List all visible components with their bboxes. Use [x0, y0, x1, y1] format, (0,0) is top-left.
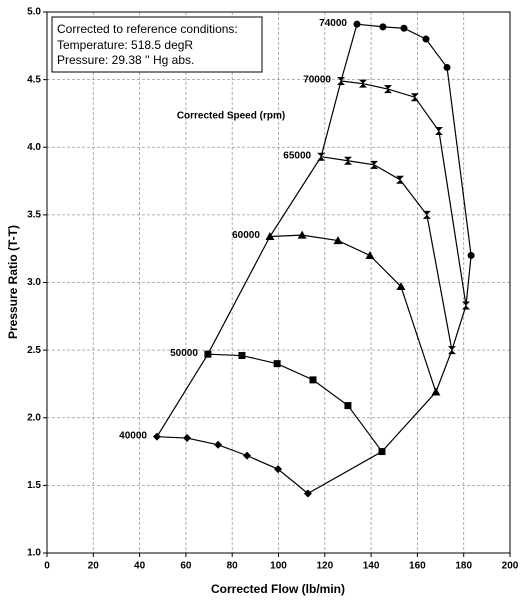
marker: [152, 432, 161, 441]
x-tick-label: 120: [316, 561, 333, 572]
marker: [443, 63, 451, 71]
marker: [274, 465, 283, 474]
speed-line: [156, 436, 309, 494]
marker: [344, 402, 352, 410]
speed-label: 65000: [283, 150, 311, 161]
y-tick-label: 1.5: [27, 480, 41, 491]
marker: [333, 236, 343, 245]
y-tick-label: 2.5: [27, 345, 41, 356]
marker: [467, 251, 475, 259]
y-tick-label: 2.0: [27, 412, 41, 423]
marker: [383, 85, 392, 94]
speed-label: 74000: [319, 18, 347, 29]
marker: [204, 350, 212, 358]
x-tick-label: 60: [180, 561, 192, 572]
choke-line: [307, 255, 472, 495]
y-tick-label: 1.0: [27, 548, 41, 559]
y-tick-label: 3.0: [27, 277, 41, 288]
marker: [273, 360, 281, 368]
marker: [422, 35, 430, 43]
marker: [353, 20, 361, 28]
marker: [309, 376, 317, 384]
y-tick-label: 4.5: [27, 74, 41, 85]
marker: [422, 210, 431, 219]
y-tick-label: 5.0: [27, 7, 41, 18]
marker: [396, 282, 406, 291]
annotation: Corrected Speed (rpm): [177, 111, 285, 122]
marker: [396, 175, 405, 184]
speed-label: 60000: [232, 230, 260, 241]
annotation-line: Pressure: 29.38 '' Hg abs.: [57, 53, 194, 67]
marker: [243, 451, 252, 460]
x-tick-label: 20: [88, 561, 100, 572]
x-tick-label: 140: [363, 561, 380, 572]
annotation-box: [51, 16, 263, 73]
annotation-line: Temperature: 518.5 degR: [57, 38, 193, 52]
y-tick-label: 3.5: [27, 210, 41, 221]
speed-label: 40000: [119, 430, 147, 441]
speed-label: 50000: [170, 348, 198, 359]
marker: [297, 230, 307, 239]
speed-line: [356, 23, 472, 256]
marker: [378, 448, 386, 456]
x-axis-label: Corrected Flow (lb/min): [211, 582, 345, 596]
marker: [214, 440, 223, 449]
marker: [303, 489, 312, 498]
marker: [337, 76, 346, 85]
x-tick-label: 180: [455, 561, 472, 572]
marker: [447, 346, 456, 355]
x-tick-label: 200: [502, 561, 519, 572]
y-tick-label: 4.0: [27, 142, 41, 153]
marker: [400, 24, 408, 32]
marker: [410, 93, 419, 102]
annotation-line: Corrected to reference conditions:: [57, 22, 238, 36]
speed-line: [207, 353, 383, 452]
marker: [370, 160, 379, 169]
marker: [431, 387, 441, 396]
marker: [183, 434, 192, 443]
marker: [358, 79, 367, 88]
marker: [238, 352, 246, 360]
marker: [343, 156, 352, 165]
speed-line: [321, 156, 453, 351]
x-tick-label: 80: [227, 561, 239, 572]
y-axis-label: Pressure Ratio (T-T): [6, 225, 20, 339]
marker: [365, 250, 375, 259]
speed-label: 70000: [303, 75, 331, 86]
surge-line: [156, 24, 358, 438]
marker: [265, 232, 275, 241]
x-tick-label: 40: [134, 561, 146, 572]
marker: [462, 301, 471, 310]
marker: [379, 23, 387, 31]
x-tick-label: 160: [409, 561, 426, 572]
marker: [434, 127, 443, 136]
x-tick-label: 0: [44, 561, 50, 572]
x-tick-label: 100: [270, 561, 287, 572]
speed-line: [269, 234, 437, 393]
speed-line: [340, 80, 467, 306]
marker: [317, 152, 326, 161]
